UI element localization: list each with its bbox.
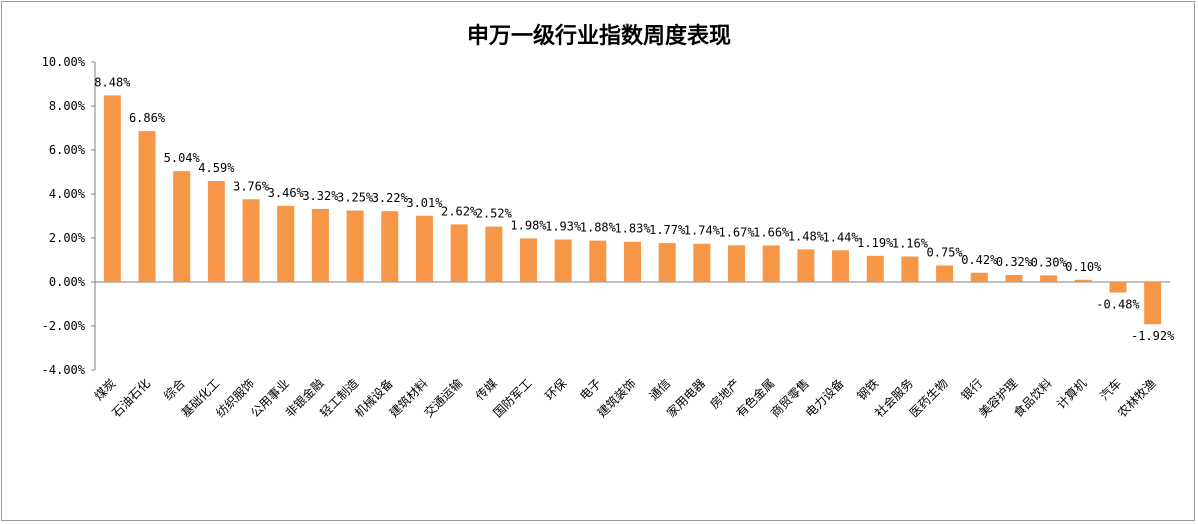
x-tick-label: 环保 xyxy=(542,376,569,403)
bar xyxy=(485,226,503,282)
data-label: -0.48% xyxy=(1096,298,1140,312)
data-label: 1.88% xyxy=(580,221,617,235)
data-label: 1.48% xyxy=(788,229,825,243)
x-tick-label: 计算机 xyxy=(1053,376,1089,412)
bar xyxy=(762,245,780,282)
data-label: 3.22% xyxy=(372,191,409,205)
y-tick-label: 8.00% xyxy=(49,99,86,113)
bar xyxy=(381,211,399,282)
data-label: 4.59% xyxy=(198,161,235,175)
data-label: 0.10% xyxy=(1065,260,1102,274)
x-tick-label: 银行 xyxy=(959,376,986,403)
bar xyxy=(1144,282,1162,325)
data-label: 0.30% xyxy=(1031,255,1068,269)
x-tick-label: 电子 xyxy=(577,376,604,403)
x-tick-label: 电力设备 xyxy=(803,376,847,420)
x-tick-label: 石油石化 xyxy=(109,376,153,420)
x-tick-label: 通信 xyxy=(646,376,673,403)
data-label: 8.48% xyxy=(94,75,131,89)
y-tick-label: 10.00% xyxy=(42,55,86,69)
bar xyxy=(277,205,295,282)
y-tick-label: -4.00% xyxy=(42,363,86,377)
x-tick-label: 建筑装饰 xyxy=(594,376,639,421)
data-label: -1.92% xyxy=(1131,329,1175,343)
data-label: 1.83% xyxy=(614,222,651,236)
data-label: 5.04% xyxy=(164,151,201,165)
bar xyxy=(207,181,225,282)
x-tick-label: 传媒 xyxy=(472,376,500,404)
bar xyxy=(1040,275,1058,282)
data-label: 6.86% xyxy=(129,111,166,125)
x-tick-label: 食品饮料 xyxy=(1010,376,1055,421)
y-tick-label: 2.00% xyxy=(49,231,86,245)
bar xyxy=(450,224,468,282)
data-label: 3.46% xyxy=(268,186,305,200)
data-label: 1.19% xyxy=(857,236,894,250)
bar xyxy=(624,241,641,282)
y-tick-label: 4.00% xyxy=(49,187,86,201)
data-label: 1.93% xyxy=(545,220,582,234)
bar xyxy=(1074,279,1092,282)
x-tick-label: 医药生物 xyxy=(907,376,951,420)
bar xyxy=(936,265,954,282)
data-label: 3.25% xyxy=(337,191,374,205)
x-tick-label: 汽车 xyxy=(1097,376,1125,404)
x-tick-label: 综合 xyxy=(160,376,188,404)
x-tick-label: 农林牧渔 xyxy=(1115,376,1159,420)
data-label: 0.42% xyxy=(961,253,998,267)
data-label: 2.62% xyxy=(441,204,478,218)
data-label: 3.76% xyxy=(233,179,270,193)
x-tick-label: 国防军工 xyxy=(490,376,535,421)
bar xyxy=(658,243,676,282)
chart-title: 申万一级行业指数周度表现 xyxy=(466,24,731,49)
bar xyxy=(589,240,607,282)
bar xyxy=(173,171,191,282)
data-label: 1.77% xyxy=(649,223,686,237)
bar xyxy=(138,131,156,282)
bar xyxy=(832,250,850,282)
bar xyxy=(797,249,815,282)
bar xyxy=(866,255,884,282)
data-label: 0.75% xyxy=(927,246,964,260)
x-tick-label: 交通运输 xyxy=(421,376,466,421)
data-label: 0.32% xyxy=(996,255,1033,269)
bar xyxy=(970,272,988,282)
data-label: 1.74% xyxy=(684,224,721,238)
x-tick-label: 煤炭 xyxy=(92,376,119,403)
bar xyxy=(103,95,121,282)
bar xyxy=(693,243,711,282)
x-tick-label: 家用电器 xyxy=(663,376,708,421)
data-label: 1.66% xyxy=(753,225,790,239)
y-tick-label: 6.00% xyxy=(49,143,86,157)
data-label: 1.16% xyxy=(892,236,929,250)
bar xyxy=(1109,282,1127,293)
bar xyxy=(346,210,364,282)
bar xyxy=(415,215,433,282)
bar xyxy=(1005,274,1023,282)
data-label: 1.44% xyxy=(823,230,860,244)
data-label: 2.52% xyxy=(476,207,513,221)
bar xyxy=(728,245,746,282)
bar xyxy=(519,238,537,282)
bar xyxy=(311,208,329,282)
y-tick-label: 0.00% xyxy=(49,275,86,289)
y-tick-label: -2.00% xyxy=(42,319,86,333)
data-label: 3.01% xyxy=(406,196,443,210)
bar xyxy=(901,256,919,282)
data-label: 1.67% xyxy=(718,225,755,239)
data-label: 3.32% xyxy=(302,189,339,203)
x-tick-label: 钢铁 xyxy=(854,376,881,403)
data-label: 1.98% xyxy=(510,218,547,232)
bar xyxy=(242,199,260,282)
bar xyxy=(554,239,572,282)
